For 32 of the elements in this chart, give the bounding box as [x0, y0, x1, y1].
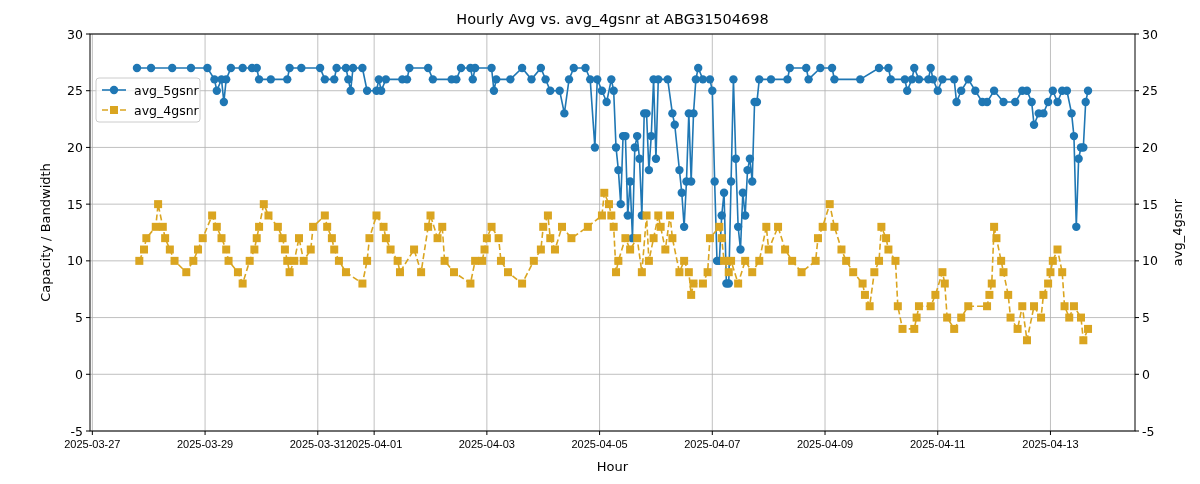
y2-tick-label: 30	[1142, 26, 1158, 42]
y-axis-title: Capacity / Bandwidth	[38, 163, 53, 302]
chart-title: Hourly Avg vs. avg_4gsnr at ABG31504698	[456, 11, 769, 27]
y2-tick-label: 15	[1142, 196, 1158, 212]
x-tick-label: 2025-03-27	[64, 438, 121, 450]
y-tick-label: 15	[67, 196, 83, 212]
x-tick-label: 2025-04-07	[684, 438, 741, 450]
legend-label: avg_4gsnr	[134, 102, 200, 118]
y2-tick-label: 10	[1142, 253, 1158, 269]
x-tick-label: 2025-04-13	[1022, 438, 1079, 450]
x-tick-label: 2025-04-03	[458, 438, 516, 450]
x-tick-label: 2025-03-31	[289, 438, 346, 450]
x-axis-title: Hour	[596, 459, 629, 474]
x-tick-label: 2025-04-01	[346, 438, 403, 450]
y2-tick-label: 20	[1142, 139, 1158, 155]
y2-tick-label: 25	[1142, 83, 1158, 99]
y2-axis-title: avg_4gsnr	[1170, 198, 1185, 267]
x-tick-label: 2025-04-05	[571, 438, 628, 450]
x-tick-label: 2025-04-09	[796, 438, 854, 450]
y-tick-label: 0	[75, 366, 84, 382]
y2-tick-label: -5	[1142, 423, 1155, 439]
y-tick-label: 30	[67, 26, 84, 42]
x-tick-label: 2025-04-11	[910, 438, 966, 450]
y-tick-label: -5	[70, 423, 83, 439]
x-tick-label: 2025-03-29	[176, 438, 234, 450]
y-tick-label: 5	[75, 310, 83, 326]
legend-label: avg_5gsnr	[134, 82, 200, 98]
y2-tick-label: 0	[1142, 366, 1150, 382]
y2-tick-label: 5	[1142, 310, 1150, 326]
y-tick-label: 20	[67, 139, 84, 155]
y-tick-label: 10	[67, 253, 84, 269]
y-tick-label: 25	[67, 83, 83, 99]
